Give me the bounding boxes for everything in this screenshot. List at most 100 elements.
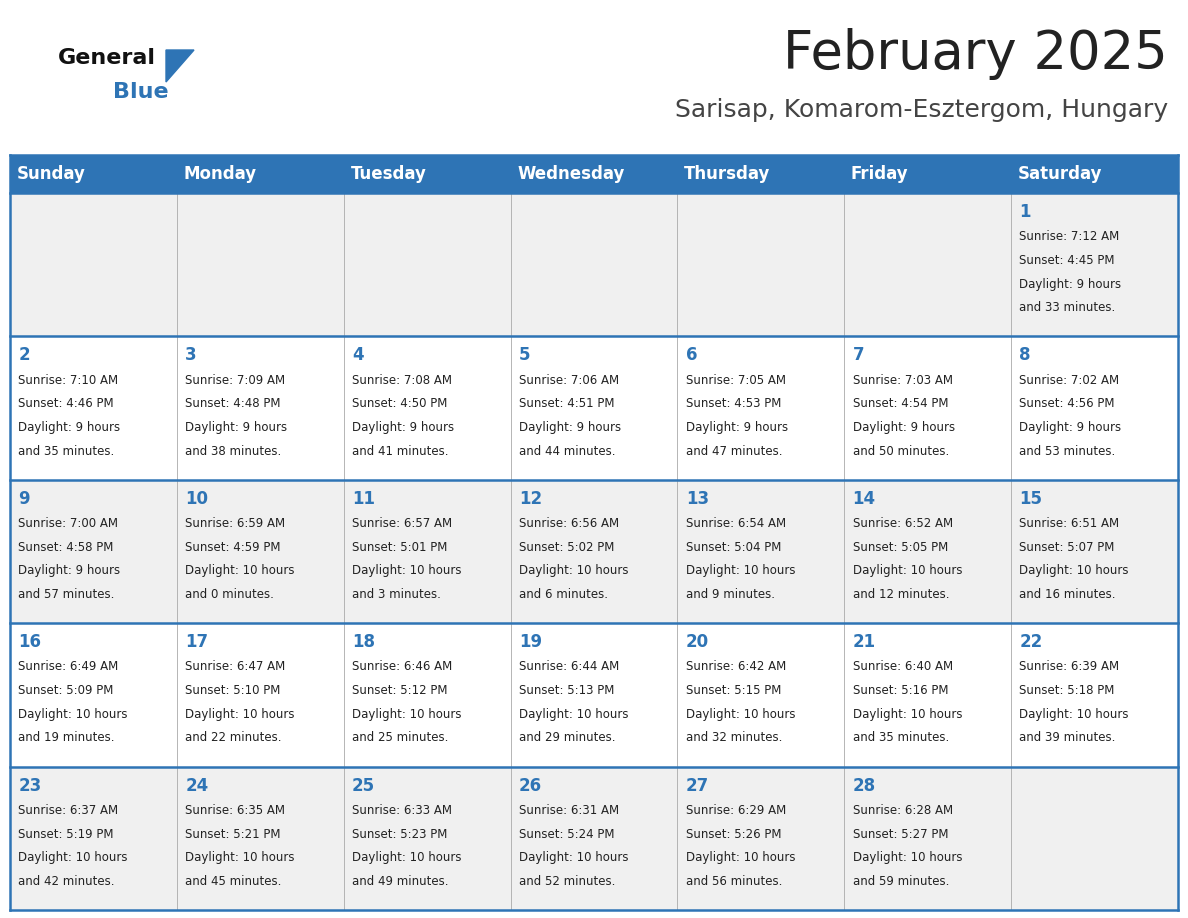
Text: Daylight: 10 hours: Daylight: 10 hours [352, 708, 462, 721]
Text: Daylight: 10 hours: Daylight: 10 hours [352, 851, 462, 864]
Text: Sunset: 5:23 PM: Sunset: 5:23 PM [352, 827, 448, 841]
Bar [10, 193, 1178, 336]
Text: and 56 minutes.: and 56 minutes. [685, 875, 782, 888]
Text: and 38 minutes.: and 38 minutes. [185, 444, 282, 458]
Text: Sunrise: 7:03 AM: Sunrise: 7:03 AM [853, 374, 953, 386]
Text: Sunset: 4:46 PM: Sunset: 4:46 PM [18, 397, 114, 410]
Text: 3: 3 [185, 346, 197, 364]
Text: Sunset: 5:21 PM: Sunset: 5:21 PM [185, 827, 280, 841]
Text: and 3 minutes.: and 3 minutes. [352, 588, 441, 601]
Polygon shape [166, 50, 194, 82]
Text: Sunset: 4:50 PM: Sunset: 4:50 PM [352, 397, 448, 410]
Text: 28: 28 [853, 777, 876, 795]
Text: and 33 minutes.: and 33 minutes. [1019, 301, 1116, 314]
Text: Daylight: 10 hours: Daylight: 10 hours [685, 565, 795, 577]
Text: 18: 18 [352, 633, 375, 651]
Text: Sunrise: 6:47 AM: Sunrise: 6:47 AM [185, 660, 285, 674]
Text: 10: 10 [185, 490, 208, 508]
Text: and 41 minutes.: and 41 minutes. [352, 444, 449, 458]
Text: Sunset: 5:01 PM: Sunset: 5:01 PM [352, 541, 448, 554]
Text: Sunset: 4:54 PM: Sunset: 4:54 PM [853, 397, 948, 410]
Text: and 35 minutes.: and 35 minutes. [853, 732, 949, 744]
Text: Sunrise: 6:59 AM: Sunrise: 6:59 AM [185, 517, 285, 530]
Text: Thursday: Thursday [684, 165, 771, 183]
Text: Daylight: 9 hours: Daylight: 9 hours [1019, 277, 1121, 291]
Text: Daylight: 9 hours: Daylight: 9 hours [1019, 421, 1121, 434]
Text: Sunset: 5:04 PM: Sunset: 5:04 PM [685, 541, 782, 554]
Text: Sunset: 5:09 PM: Sunset: 5:09 PM [18, 684, 114, 697]
Text: Sunrise: 6:56 AM: Sunrise: 6:56 AM [519, 517, 619, 530]
Bar [10, 623, 1178, 767]
Text: 1: 1 [1019, 203, 1031, 221]
Text: and 50 minutes.: and 50 minutes. [853, 444, 949, 458]
Text: 17: 17 [185, 633, 208, 651]
Text: and 9 minutes.: and 9 minutes. [685, 588, 775, 601]
Text: Daylight: 10 hours: Daylight: 10 hours [853, 851, 962, 864]
Text: 5: 5 [519, 346, 530, 364]
Text: and 42 minutes.: and 42 minutes. [18, 875, 115, 888]
Text: Sunrise: 6:28 AM: Sunrise: 6:28 AM [853, 804, 953, 817]
Text: 11: 11 [352, 490, 375, 508]
Text: Monday: Monday [183, 165, 257, 183]
Text: Sunset: 4:56 PM: Sunset: 4:56 PM [1019, 397, 1116, 410]
Text: 27: 27 [685, 777, 709, 795]
Text: Sunrise: 6:54 AM: Sunrise: 6:54 AM [685, 517, 786, 530]
Text: Sunset: 4:58 PM: Sunset: 4:58 PM [18, 541, 114, 554]
Text: Sunset: 5:15 PM: Sunset: 5:15 PM [685, 684, 782, 697]
Text: Daylight: 10 hours: Daylight: 10 hours [1019, 708, 1129, 721]
Text: Sunrise: 6:44 AM: Sunrise: 6:44 AM [519, 660, 619, 674]
Text: Daylight: 10 hours: Daylight: 10 hours [185, 851, 295, 864]
Text: and 22 minutes.: and 22 minutes. [185, 732, 282, 744]
Text: Sunrise: 6:33 AM: Sunrise: 6:33 AM [352, 804, 453, 817]
Text: Sunset: 5:27 PM: Sunset: 5:27 PM [853, 827, 948, 841]
Text: Daylight: 10 hours: Daylight: 10 hours [519, 565, 628, 577]
Text: Daylight: 10 hours: Daylight: 10 hours [18, 708, 128, 721]
Text: and 53 minutes.: and 53 minutes. [1019, 444, 1116, 458]
Text: Daylight: 10 hours: Daylight: 10 hours [519, 708, 628, 721]
Bar [10, 336, 1178, 480]
Text: and 29 minutes.: and 29 minutes. [519, 732, 615, 744]
Text: Daylight: 10 hours: Daylight: 10 hours [18, 851, 128, 864]
Text: February 2025: February 2025 [783, 28, 1168, 80]
Text: Sunset: 4:59 PM: Sunset: 4:59 PM [185, 541, 280, 554]
Text: and 47 minutes.: and 47 minutes. [685, 444, 782, 458]
Text: Daylight: 9 hours: Daylight: 9 hours [519, 421, 621, 434]
Text: and 59 minutes.: and 59 minutes. [853, 875, 949, 888]
Text: 6: 6 [685, 346, 697, 364]
Text: Sunset: 4:45 PM: Sunset: 4:45 PM [1019, 254, 1116, 267]
Text: Sunrise: 7:08 AM: Sunrise: 7:08 AM [352, 374, 453, 386]
Text: and 52 minutes.: and 52 minutes. [519, 875, 615, 888]
Text: Daylight: 10 hours: Daylight: 10 hours [519, 851, 628, 864]
Text: Sunset: 4:51 PM: Sunset: 4:51 PM [519, 397, 614, 410]
Text: Daylight: 9 hours: Daylight: 9 hours [853, 421, 955, 434]
Text: and 44 minutes.: and 44 minutes. [519, 444, 615, 458]
Text: Sunrise: 6:51 AM: Sunrise: 6:51 AM [1019, 517, 1119, 530]
Text: Daylight: 9 hours: Daylight: 9 hours [352, 421, 454, 434]
Text: Daylight: 9 hours: Daylight: 9 hours [18, 421, 120, 434]
Text: Sunrise: 6:29 AM: Sunrise: 6:29 AM [685, 804, 786, 817]
Text: Daylight: 9 hours: Daylight: 9 hours [185, 421, 287, 434]
Text: 21: 21 [853, 633, 876, 651]
Text: Daylight: 10 hours: Daylight: 10 hours [185, 565, 295, 577]
Text: Daylight: 10 hours: Daylight: 10 hours [352, 565, 462, 577]
Text: Sunset: 4:48 PM: Sunset: 4:48 PM [185, 397, 280, 410]
Text: 9: 9 [18, 490, 30, 508]
Text: and 12 minutes.: and 12 minutes. [853, 588, 949, 601]
Text: 12: 12 [519, 490, 542, 508]
Text: Daylight: 10 hours: Daylight: 10 hours [1019, 565, 1129, 577]
Text: 4: 4 [352, 346, 364, 364]
Text: Sunrise: 7:05 AM: Sunrise: 7:05 AM [685, 374, 785, 386]
Text: Sunrise: 7:10 AM: Sunrise: 7:10 AM [18, 374, 119, 386]
Text: Sunrise: 6:31 AM: Sunrise: 6:31 AM [519, 804, 619, 817]
Text: Daylight: 10 hours: Daylight: 10 hours [853, 565, 962, 577]
Text: Sunset: 5:26 PM: Sunset: 5:26 PM [685, 827, 782, 841]
Text: Sunset: 5:10 PM: Sunset: 5:10 PM [185, 684, 280, 697]
Text: Daylight: 9 hours: Daylight: 9 hours [685, 421, 788, 434]
Text: Sunset: 5:24 PM: Sunset: 5:24 PM [519, 827, 614, 841]
Text: Daylight: 10 hours: Daylight: 10 hours [685, 851, 795, 864]
Text: and 25 minutes.: and 25 minutes. [352, 732, 448, 744]
Text: Sarisap, Komarom-Esztergom, Hungary: Sarisap, Komarom-Esztergom, Hungary [675, 98, 1168, 122]
Text: Sunset: 5:05 PM: Sunset: 5:05 PM [853, 541, 948, 554]
Text: Sunrise: 6:42 AM: Sunrise: 6:42 AM [685, 660, 786, 674]
Text: Sunset: 5:18 PM: Sunset: 5:18 PM [1019, 684, 1114, 697]
